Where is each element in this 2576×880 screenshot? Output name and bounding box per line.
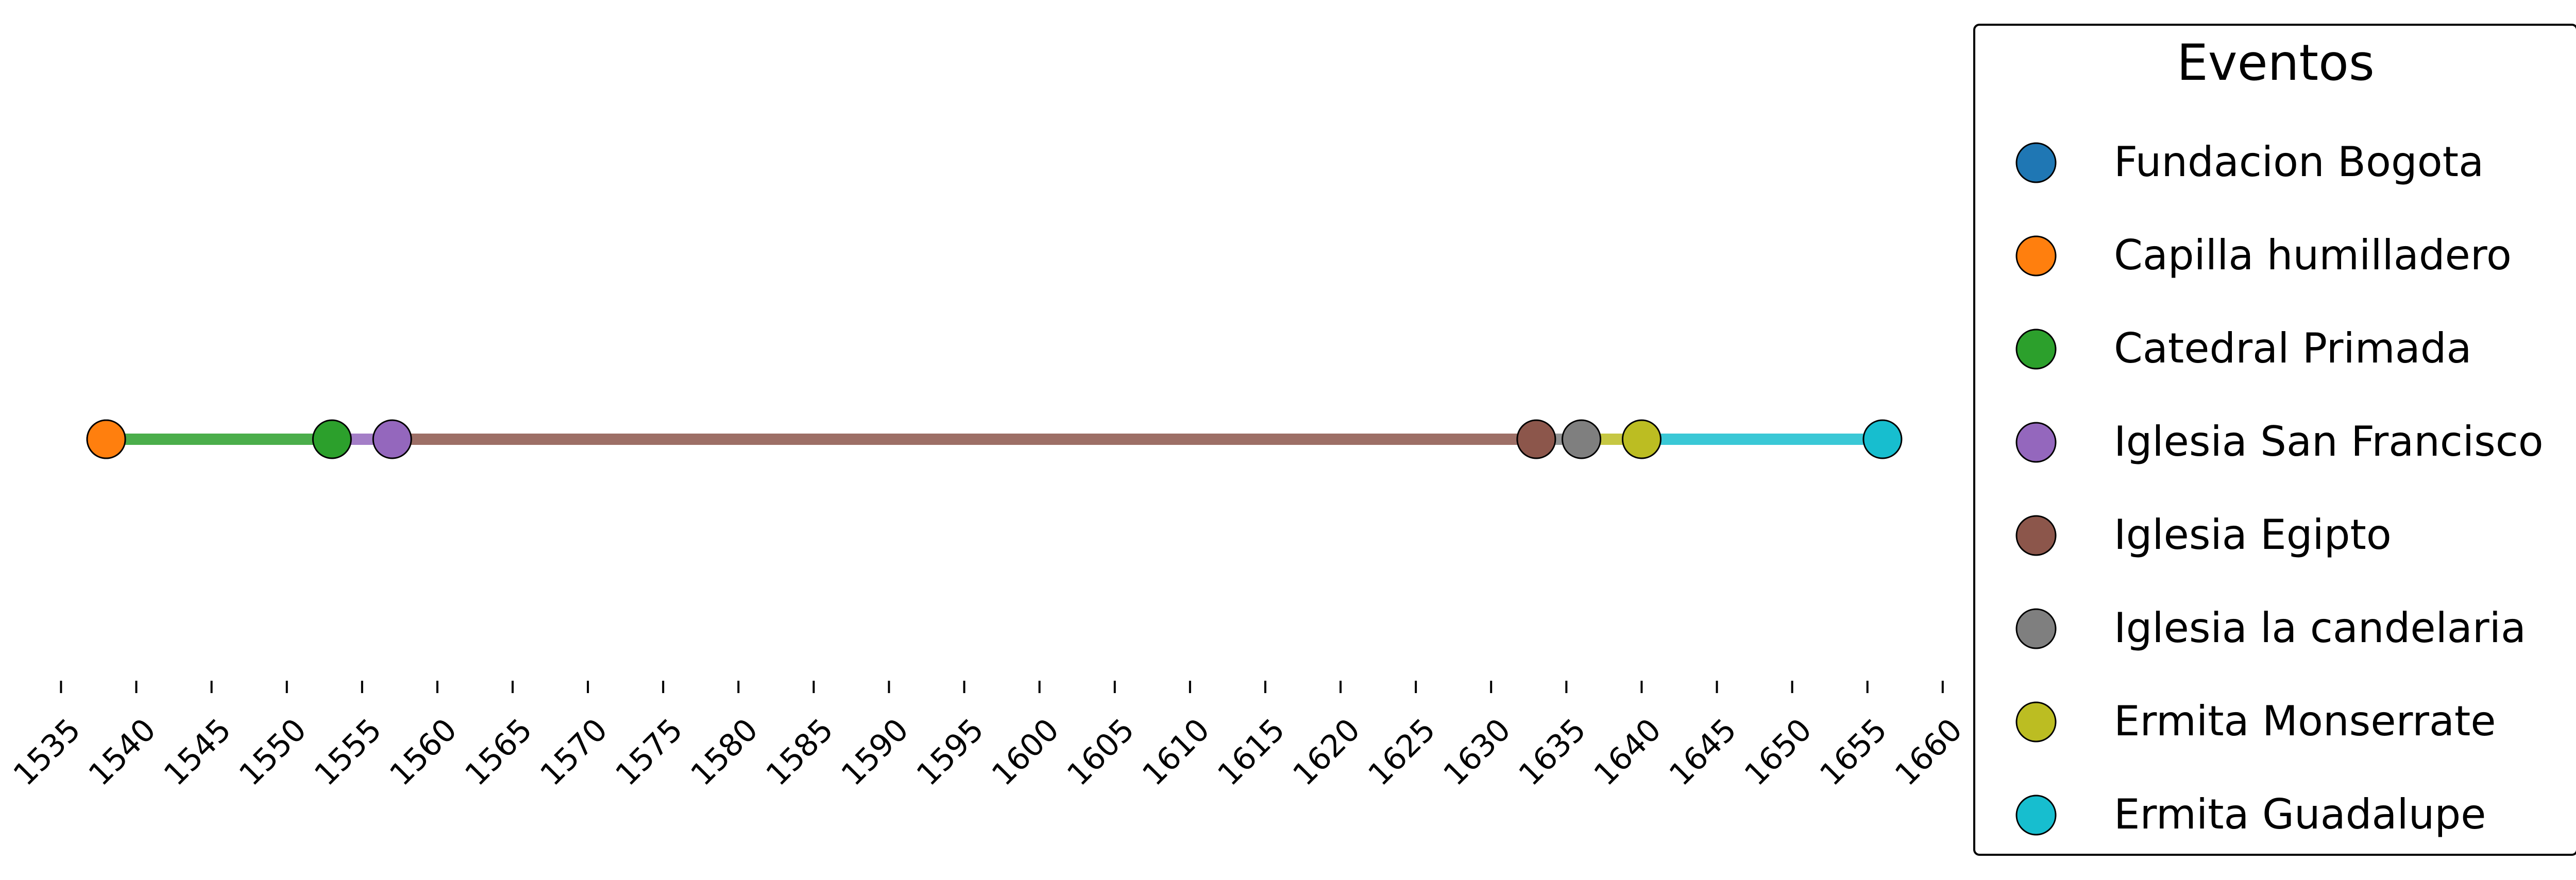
legend-label: Iglesia Egipto — [2114, 511, 2392, 559]
legend: Eventos Fundacion Bogota Capilla humillad… — [1973, 24, 2576, 856]
x-tick-label: 1625 — [1361, 712, 1442, 792]
event-marker-6 — [1621, 419, 1662, 459]
legend-label: Ermita Monserrate — [2114, 697, 2496, 745]
legend-marker-1 — [2015, 235, 2057, 277]
legend-marker-7 — [2015, 795, 2057, 836]
legend-marker-2 — [2015, 329, 2057, 370]
event-marker-3 — [372, 419, 412, 459]
x-tick-label: 1620 — [1286, 712, 1367, 792]
legend-label: Fundacion Bogota — [2114, 138, 2484, 186]
legend-label: Iglesia la candelaria — [2114, 604, 2526, 652]
x-tick-label: 1565 — [458, 712, 539, 792]
x-tick-label: 1580 — [684, 712, 765, 792]
legend-marker-6 — [2015, 701, 2057, 743]
x-tick-label: 1595 — [910, 712, 991, 792]
x-tick-label: 1650 — [1738, 712, 1819, 792]
legend-marker-3 — [2015, 422, 2057, 463]
event-marker-2 — [312, 419, 352, 459]
x-tick-label: 1635 — [1512, 712, 1593, 792]
x-tick-label: 1605 — [1060, 712, 1141, 792]
legend-label: Capilla humilladero — [2114, 231, 2512, 279]
x-tick-label: 1630 — [1436, 712, 1517, 792]
event-marker-1 — [86, 419, 126, 459]
x-tick-label: 1545 — [157, 712, 238, 792]
legend-items: Fundacion Bogota Capilla humilladero Cated… — [2015, 138, 2544, 838]
x-axis: 1535154015451550155515601565157015751580… — [7, 681, 1970, 793]
x-tick-label: 1600 — [985, 712, 1066, 792]
event-marker-7 — [1862, 419, 1903, 459]
x-tick-label: 1555 — [308, 712, 388, 792]
x-tick-label: 1645 — [1663, 712, 1743, 792]
legend-label: Catedral Primada — [2114, 324, 2472, 372]
x-tick-label: 1550 — [232, 712, 313, 792]
legend-frame — [1973, 24, 2576, 856]
event-markers — [86, 419, 1903, 459]
event-marker-5 — [1562, 419, 1602, 459]
x-tick-label: 1560 — [383, 712, 464, 792]
x-tick-label: 1540 — [82, 712, 163, 792]
x-tick-label: 1590 — [835, 712, 916, 792]
x-tick-label: 1660 — [1888, 712, 1969, 792]
x-tick-label: 1535 — [7, 712, 88, 792]
legend-label: Ermita Guadalupe — [2114, 790, 2486, 838]
legend-title: Eventos — [2177, 34, 2375, 92]
x-tick-label: 1640 — [1587, 712, 1668, 792]
legend-label: Iglesia San Francisco — [2114, 418, 2544, 465]
legend-marker-5 — [2015, 608, 2057, 649]
x-tick-label: 1570 — [533, 712, 614, 792]
x-tick-label: 1610 — [1136, 712, 1216, 792]
x-tick-label: 1575 — [608, 712, 689, 792]
legend-marker-4 — [2015, 515, 2057, 556]
event-marker-4 — [1516, 419, 1556, 459]
x-tick-label: 1615 — [1211, 712, 1292, 792]
x-tick-label: 1655 — [1813, 712, 1894, 792]
x-tick-label: 1585 — [759, 712, 840, 792]
legend-marker-0 — [2015, 142, 2057, 183]
